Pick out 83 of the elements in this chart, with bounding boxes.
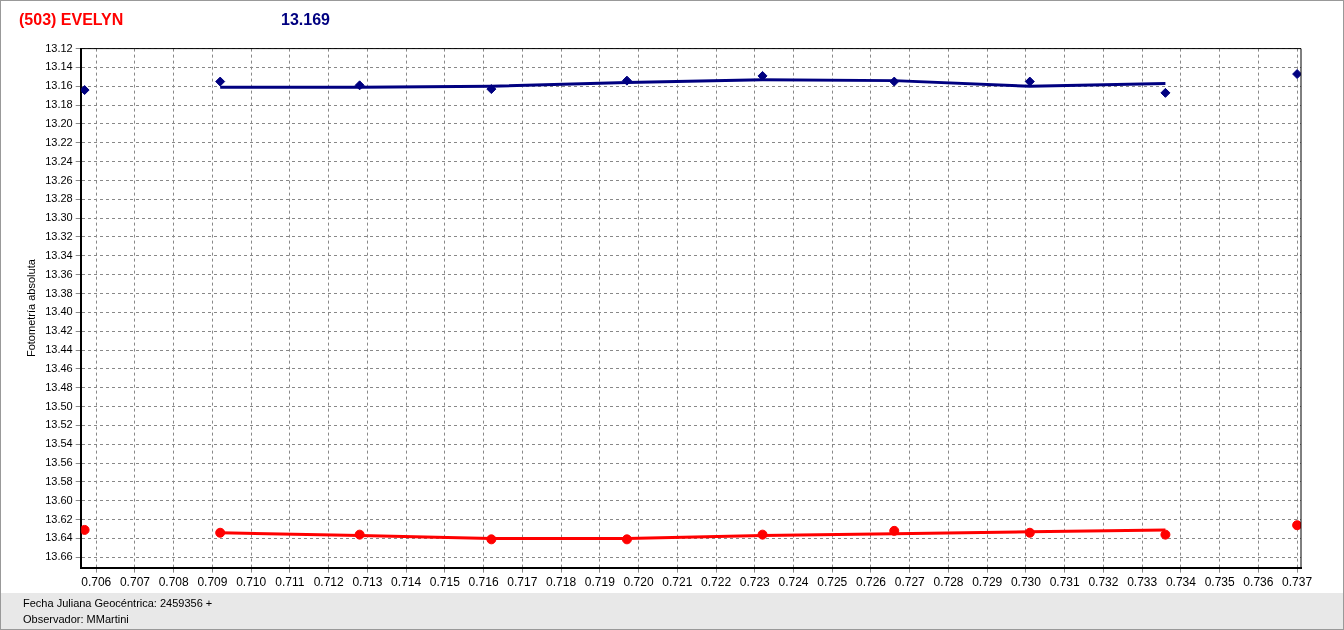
point	[80, 524, 90, 535]
y-tick-label: 13.32	[45, 230, 73, 243]
y-tick-label: 13.14	[45, 60, 73, 73]
point	[757, 529, 768, 540]
y-axis-title: Fotometría absoluta	[24, 258, 37, 358]
x-tick-label: 0.719	[584, 575, 616, 590]
text: Observador: MMartini	[23, 613, 129, 625]
y-tick-label: 13.46	[45, 361, 73, 374]
x-axis-title: Fecha Juliana Geocéntrica: 2459356 +	[23, 597, 213, 609]
x-tick-label: 0.717	[507, 575, 538, 590]
y-tick-label: 13.56	[45, 456, 73, 469]
y-tick-label: 13.20	[45, 116, 73, 129]
y-tick-label: 13.30	[45, 211, 73, 224]
point	[1160, 529, 1171, 540]
chart-title: (503) EVELYN	[19, 11, 124, 29]
x-tick-label: 0.710	[236, 575, 267, 590]
point	[1160, 87, 1171, 98]
x-tick-label: 0.709	[197, 575, 228, 590]
x-tick-label: 0.729	[972, 575, 1003, 590]
y-tick-label: 13.50	[45, 399, 73, 412]
point	[80, 85, 90, 96]
x-tick-label: 0.730	[1010, 575, 1042, 590]
x-tick-label: 0.725	[817, 575, 848, 590]
y-tick-label: 13.26	[45, 173, 73, 186]
y-tick-label: 13.66	[45, 550, 73, 563]
y-tick-label: 13.36	[45, 267, 73, 280]
x-tick-label: 0.726	[855, 575, 887, 590]
x-tick-label: 0.720	[623, 575, 654, 590]
point	[354, 80, 365, 91]
y-tick-label: 13.42	[45, 324, 73, 337]
chart-subtitle: 13.169	[281, 11, 330, 29]
x-tick-label: 0.708	[158, 575, 190, 590]
x-tick-label: 0.727	[894, 575, 926, 590]
point	[1292, 520, 1301, 531]
x-tick-label: 0.736	[1243, 575, 1274, 590]
point	[354, 529, 365, 540]
point	[889, 76, 900, 87]
y-tick-label: 13.38	[45, 286, 73, 299]
x-tick-label: 0.735	[1204, 575, 1235, 590]
x-tick-label: 0.718	[546, 575, 577, 590]
y-tick-label: 13.44	[45, 343, 73, 356]
x-tick-label: 0.707	[119, 575, 151, 590]
x-tick-label: 0.716	[468, 575, 499, 590]
y-tick-label: 13.24	[45, 154, 73, 167]
point	[1292, 69, 1301, 80]
y-tick-label: 13.34	[45, 248, 73, 261]
point	[889, 525, 900, 536]
x-tick-label: 0.731	[1049, 575, 1081, 590]
x-tick-label: 0.706	[81, 575, 112, 590]
x-tick-label: 0.722	[701, 575, 732, 590]
y-tick-label: 13.40	[45, 305, 73, 318]
x-tick-label: 0.732	[1088, 575, 1119, 590]
y-tick-label: 13.60	[45, 493, 73, 506]
point	[621, 75, 632, 86]
point	[1024, 527, 1035, 538]
point	[621, 534, 632, 545]
y-tick-label: 13.64	[45, 531, 73, 544]
y-tick-label: 13.48	[45, 380, 73, 393]
x-tick-label: 0.711	[275, 575, 305, 590]
y-tick-label: 13.62	[45, 512, 73, 525]
x-tick-label: 0.737	[1282, 575, 1313, 590]
y-tick-label: 13.22	[45, 135, 73, 148]
x-tick-label: 0.713	[352, 575, 383, 590]
point	[486, 84, 497, 95]
y-tick-label: 13.18	[45, 98, 73, 111]
y-tick-label: 13.58	[45, 474, 73, 487]
x-tick-label: 0.712	[313, 575, 344, 590]
x-tick-label: 0.728	[933, 575, 964, 590]
x-tick-label: 0.721	[662, 575, 693, 590]
y-tick-label: 13.54	[45, 437, 73, 450]
x-tick-label: 0.734	[1165, 575, 1197, 590]
x-tick-label: 0.724	[778, 575, 809, 590]
y-tick-label: 13.28	[45, 192, 73, 205]
point	[215, 76, 226, 87]
point	[215, 527, 226, 538]
x-tick-label: 0.723	[739, 575, 771, 590]
x-tick-label: 0.733	[1127, 575, 1158, 590]
y-tick-label: 13.16	[45, 79, 73, 92]
y-tick-label: 13.12	[45, 41, 73, 54]
y-tick-label: 13.52	[45, 418, 73, 431]
point	[486, 534, 497, 545]
x-tick-label: 0.714	[391, 575, 422, 590]
x-tick-label: 0.715	[429, 575, 461, 590]
